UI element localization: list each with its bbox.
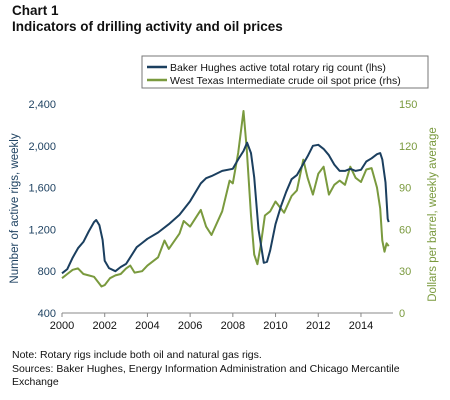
oil-price-line — [61, 110, 390, 288]
axes-group: 2000 2002 2004 2006 2008 2010 2012 2014 400 800 1,… — [9, 99, 439, 332]
y-right-axis-title: Dollars per barrel, weekly average — [427, 127, 439, 302]
rig-count-line — [61, 141, 390, 275]
x-tick-label: 2012 — [306, 320, 330, 332]
legend-box — [141, 55, 429, 89]
y-right-tick-label: 60 — [399, 224, 411, 236]
x-tick-label: 2014 — [349, 320, 373, 332]
legend-label: West Texas Intermediate crude oil spot p… — [170, 75, 401, 87]
legend: Baker Hughes active total rotary rig cou… — [141, 55, 429, 89]
y-right-tick-label: 30 — [399, 266, 411, 278]
x-tick-label: 2002 — [92, 320, 116, 332]
y-right-tick-label: 90 — [399, 183, 411, 195]
y-right-tick-label: 120 — [399, 141, 417, 153]
chart-notes: Note: Rotary rigs include both oil and n… — [12, 349, 442, 390]
chart-title: Indicators of drilling activity and oil … — [12, 19, 283, 34]
y-left-tick-label: 1,600 — [28, 183, 56, 195]
x-tick-label: 2006 — [178, 320, 202, 332]
chart-number: Chart 1 — [12, 3, 59, 18]
x-tick-label: 2010 — [263, 320, 287, 332]
y-left-tick-label: 2,000 — [28, 141, 56, 153]
y-left-tick-label: 1,200 — [28, 224, 56, 236]
y-right-tick-label: 0 — [399, 308, 405, 320]
chart-heading: Chart 1 Indicators of drilling activity … — [12, 3, 283, 35]
y-left-tick-label: 400 — [38, 308, 56, 320]
x-tick-label: 2004 — [135, 320, 159, 332]
y-left-tick-label: 2,400 — [28, 99, 56, 111]
x-tick-label: 2008 — [221, 320, 245, 332]
y-left-tick-label: 800 — [38, 266, 56, 278]
series-group — [61, 110, 390, 288]
y-right-tick-label: 150 — [399, 99, 417, 111]
y-left-axis-title: Number of active rigs, weekly — [9, 133, 21, 283]
legend-label: Baker Hughes active total rotary rig cou… — [170, 62, 386, 74]
sources-text: Sources: Baker Hughes, Energy Informatio… — [12, 362, 400, 389]
chart-area: 2000 2002 2004 2006 2008 2010 2012 2014 400 800 1,… — [9, 55, 439, 332]
note-text: Note: Rotary rigs include both oil and n… — [12, 349, 262, 361]
x-tick-label: 2000 — [50, 320, 74, 332]
